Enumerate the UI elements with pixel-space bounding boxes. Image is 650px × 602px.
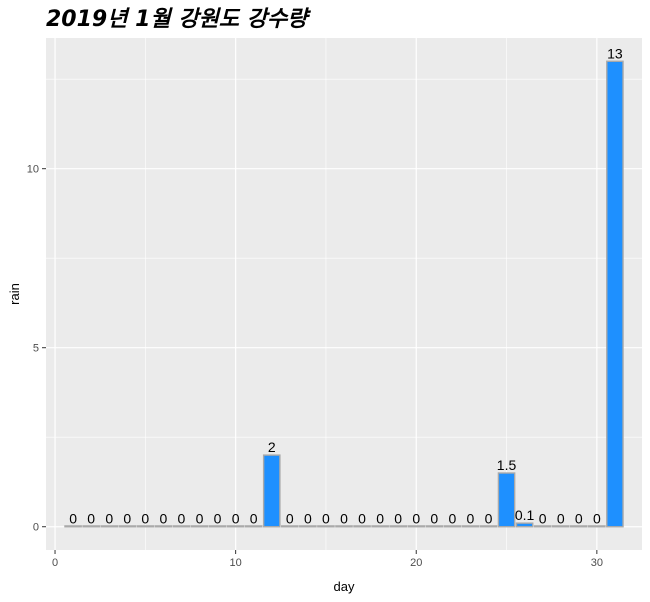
data-label-day-16: 0 <box>340 511 348 527</box>
bar-day-9 <box>208 525 227 528</box>
bar-day-21 <box>425 525 444 528</box>
bar-day-16 <box>335 525 353 528</box>
y-tick-label: 10 <box>27 164 39 176</box>
bar-day-13 <box>280 525 299 528</box>
x-axis: 0 10 20 30 <box>52 550 603 569</box>
chart-title: 2019년 1월 강원도 강수량 <box>46 7 311 32</box>
data-label-day-12: 2 <box>268 439 276 455</box>
bar-day-20 <box>407 525 426 528</box>
data-label-day-26: 0.1 <box>515 507 535 523</box>
data-label-day-2: 0 <box>87 511 95 527</box>
data-label-day-9: 0 <box>214 511 222 527</box>
plot-panel <box>46 38 642 550</box>
data-label-day-24: 0 <box>485 511 493 527</box>
data-label-day-30: 0 <box>593 511 601 527</box>
x-tick-label: 0 <box>52 557 58 569</box>
data-label-day-4: 0 <box>123 511 131 527</box>
bar-day-25 <box>497 472 516 528</box>
bar-day-12 <box>262 454 281 528</box>
bar-day-31 <box>606 60 624 528</box>
x-tick-label: 10 <box>230 557 242 569</box>
x-tick-label: 20 <box>410 557 422 569</box>
bar-day-28 <box>551 525 570 528</box>
bar-day-8 <box>190 525 209 528</box>
y-tick-label: 5 <box>33 343 39 355</box>
bar-day-3 <box>100 525 119 528</box>
data-label-day-28: 0 <box>557 511 565 527</box>
data-label-day-18: 0 <box>376 511 384 527</box>
data-label-day-29: 0 <box>575 511 583 527</box>
data-label-day-10: 0 <box>232 511 240 527</box>
y-axis-title: rain <box>7 283 22 305</box>
bar-day-1 <box>64 525 82 528</box>
data-label-day-23: 0 <box>467 511 475 527</box>
minor-gridlines <box>46 38 642 550</box>
bar-day-4 <box>118 525 137 528</box>
data-label-day-14: 0 <box>304 511 312 527</box>
data-label-day-3: 0 <box>105 511 113 527</box>
bar-day-30 <box>588 525 606 528</box>
x-axis-title: day <box>334 579 355 594</box>
bar-day-17 <box>353 525 371 528</box>
data-label-day-7: 0 <box>178 511 186 527</box>
data-label-day-27: 0 <box>539 511 547 527</box>
bars-group <box>64 60 624 528</box>
bar-day-14 <box>299 525 317 528</box>
y-axis: 0 5 10 <box>27 164 46 534</box>
data-label-day-5: 0 <box>141 511 149 527</box>
y-tick-label: 0 <box>33 522 39 534</box>
bar-day-2 <box>82 525 100 528</box>
data-label-day-31: 13 <box>607 45 623 61</box>
bar-day-27 <box>533 525 552 528</box>
bar-day-11 <box>244 525 263 528</box>
data-label-day-21: 0 <box>430 511 438 527</box>
bar-day-7 <box>172 525 191 528</box>
bar-day-15 <box>317 525 335 528</box>
data-label-day-8: 0 <box>196 511 204 527</box>
data-label-day-22: 0 <box>448 511 456 527</box>
data-label-day-15: 0 <box>322 511 330 527</box>
bar-day-10 <box>226 525 245 528</box>
bar-day-22 <box>443 525 462 528</box>
data-label-day-6: 0 <box>159 511 167 527</box>
bar-day-26 <box>515 522 534 528</box>
bar-day-5 <box>136 525 155 528</box>
bar-day-6 <box>154 525 173 528</box>
data-label-day-11: 0 <box>250 511 258 527</box>
bar-day-23 <box>461 525 480 528</box>
bar-day-19 <box>389 525 408 528</box>
data-label-day-1: 0 <box>69 511 77 527</box>
data-label-day-19: 0 <box>394 511 402 527</box>
x-tick-label: 30 <box>591 557 603 569</box>
data-label-day-25: 1.5 <box>497 457 517 473</box>
data-label-day-17: 0 <box>358 511 366 527</box>
bar-day-24 <box>479 525 498 528</box>
data-label-day-20: 0 <box>412 511 420 527</box>
bar-day-18 <box>371 525 389 528</box>
data-labels-group: 0 0 0 0 0 0 0 0 0 0 020 0 0 0 0 0 0 0 0 0 0 01.50.1 0 0 0 013 <box>69 45 623 526</box>
bar-day-29 <box>569 525 588 528</box>
data-label-day-13: 0 <box>286 511 294 527</box>
